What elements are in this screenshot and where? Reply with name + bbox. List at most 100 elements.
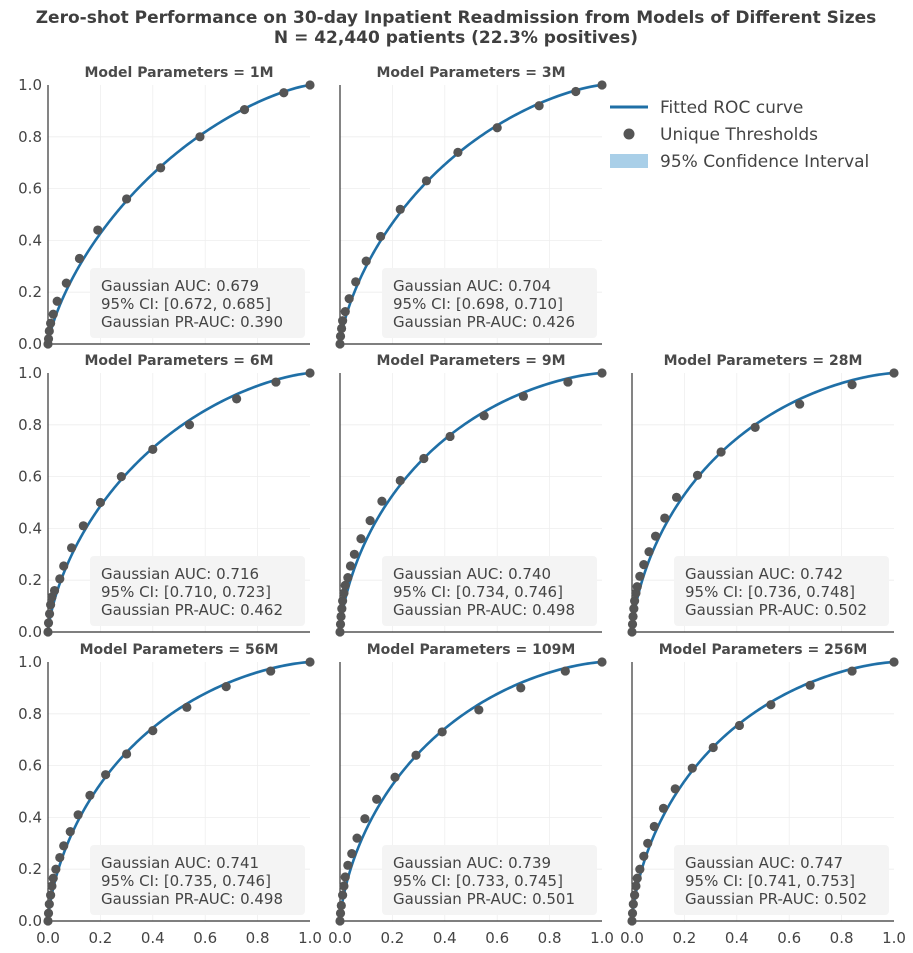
annotation-line: Gaussian AUC: 0.716 bbox=[101, 565, 259, 583]
threshold-point bbox=[122, 194, 132, 204]
threshold-point bbox=[630, 890, 640, 900]
annotation-line: 95% CI: [0.710, 0.723] bbox=[101, 583, 271, 601]
threshold-point bbox=[44, 899, 54, 909]
x-tick-label: 0.6 bbox=[485, 929, 509, 947]
threshold-point bbox=[474, 705, 484, 715]
threshold-point bbox=[339, 588, 349, 598]
y-tick-label: 1.0 bbox=[18, 653, 42, 671]
subplot-title: Model Parameters = 6M bbox=[84, 353, 273, 369]
subplot-title: Model Parameters = 3M bbox=[376, 65, 565, 81]
threshold-point bbox=[184, 420, 195, 430]
threshold-point bbox=[658, 803, 669, 813]
threshold-point bbox=[340, 872, 350, 882]
threshold-point bbox=[347, 849, 357, 859]
annotation-box bbox=[90, 556, 305, 626]
threshold-point bbox=[95, 497, 105, 508]
threshold-point bbox=[734, 720, 745, 731]
threshold-point bbox=[52, 296, 62, 306]
y-tick-label: 0.4 bbox=[18, 231, 42, 249]
threshold-point bbox=[643, 838, 653, 848]
threshold-point bbox=[336, 323, 347, 334]
y-tick-label: 0.6 bbox=[18, 757, 42, 775]
threshold-point bbox=[639, 560, 649, 570]
threshold-point bbox=[372, 794, 382, 804]
threshold-point bbox=[597, 657, 607, 667]
threshold-point bbox=[453, 147, 463, 157]
x-tick-label: 0.4 bbox=[725, 929, 749, 947]
annotation-line: 95% CI: [0.734, 0.746] bbox=[393, 583, 563, 601]
threshold-point bbox=[597, 80, 607, 90]
annotation-line: Gaussian AUC: 0.747 bbox=[685, 854, 843, 872]
x-tick-label: 0.2 bbox=[672, 929, 696, 947]
threshold-point bbox=[338, 890, 348, 900]
threshold-point bbox=[395, 204, 405, 214]
threshold-point bbox=[670, 784, 680, 794]
threshold-point bbox=[343, 573, 353, 583]
threshold-point bbox=[148, 444, 158, 455]
annotation-line: Gaussian PR-AUC: 0.498 bbox=[393, 601, 575, 619]
legend-point-swatch bbox=[623, 128, 635, 140]
threshold-point bbox=[43, 334, 54, 344]
threshold-point bbox=[356, 534, 366, 544]
threshold-point bbox=[597, 368, 607, 378]
threshold-point bbox=[421, 176, 432, 186]
x-tick-label: 0.4 bbox=[141, 929, 165, 947]
threshold-point bbox=[47, 881, 57, 891]
figure-subtitle: N = 42,440 patients (22.3% positives) bbox=[274, 28, 638, 48]
legend-item: Unique Thresholds bbox=[623, 125, 818, 145]
threshold-point bbox=[55, 574, 65, 584]
threshold-point bbox=[692, 470, 703, 480]
subplot-title: Model Parameters = 1M bbox=[84, 65, 273, 81]
threshold-point bbox=[43, 618, 54, 628]
threshold-point bbox=[59, 841, 69, 851]
annotation-box bbox=[90, 268, 305, 338]
threshold-point bbox=[479, 411, 489, 421]
threshold-point bbox=[419, 453, 429, 464]
subplot-1: Model Parameters = 1M 0.0 0.2 0.4 0.6 0.8 1.0 G… bbox=[18, 65, 315, 353]
y-tick-label: 0.4 bbox=[18, 808, 42, 826]
threshold-point bbox=[156, 163, 166, 173]
threshold-point bbox=[889, 368, 899, 378]
threshold-point bbox=[336, 611, 346, 622]
threshold-point bbox=[48, 309, 58, 319]
threshold-point bbox=[365, 516, 375, 526]
threshold-point bbox=[627, 916, 637, 926]
threshold-point bbox=[650, 531, 661, 541]
threshold-point bbox=[335, 331, 346, 341]
threshold-point bbox=[750, 422, 760, 432]
threshold-point bbox=[628, 899, 638, 909]
threshold-point bbox=[335, 908, 346, 918]
annotation-box bbox=[382, 845, 597, 915]
legend-label: Unique Thresholds bbox=[660, 125, 818, 145]
legend: Fitted ROC curve Unique Thresholds 95% Con… bbox=[610, 98, 869, 172]
y-tick-label: 0.8 bbox=[18, 705, 42, 723]
subplot-grid: Model Parameters = 1M 0.0 0.2 0.4 0.6 0.8 1.0 G… bbox=[18, 65, 906, 947]
annotation-line: Gaussian AUC: 0.742 bbox=[685, 565, 843, 583]
annotation-line: 95% CI: [0.698, 0.710] bbox=[393, 295, 563, 313]
legend-patch-swatch bbox=[610, 154, 648, 168]
annotation-line: 95% CI: [0.735, 0.746] bbox=[101, 872, 271, 890]
threshold-point bbox=[335, 619, 346, 629]
threshold-point bbox=[671, 492, 682, 502]
threshold-point bbox=[639, 851, 649, 861]
threshold-point bbox=[361, 256, 371, 266]
threshold-point bbox=[43, 908, 54, 918]
threshold-point bbox=[660, 513, 670, 523]
threshold-point bbox=[74, 253, 85, 264]
threshold-point bbox=[632, 873, 642, 883]
threshold-point bbox=[93, 225, 103, 235]
y-tick-label: 0.8 bbox=[18, 416, 42, 434]
y-tick-label: 0.0 bbox=[18, 912, 42, 930]
threshold-point bbox=[627, 627, 637, 637]
x-tick-label: 0.0 bbox=[36, 929, 60, 947]
y-tick-label: 0.2 bbox=[18, 283, 42, 301]
threshold-point bbox=[352, 833, 362, 843]
legend-item: Fitted ROC curve bbox=[610, 98, 803, 118]
threshold-point bbox=[344, 294, 354, 304]
threshold-point bbox=[518, 391, 529, 401]
threshold-point bbox=[376, 231, 386, 242]
y-tick-label: 0.6 bbox=[18, 180, 42, 198]
threshold-point bbox=[635, 864, 645, 874]
y-tick-label: 1.0 bbox=[18, 364, 42, 382]
